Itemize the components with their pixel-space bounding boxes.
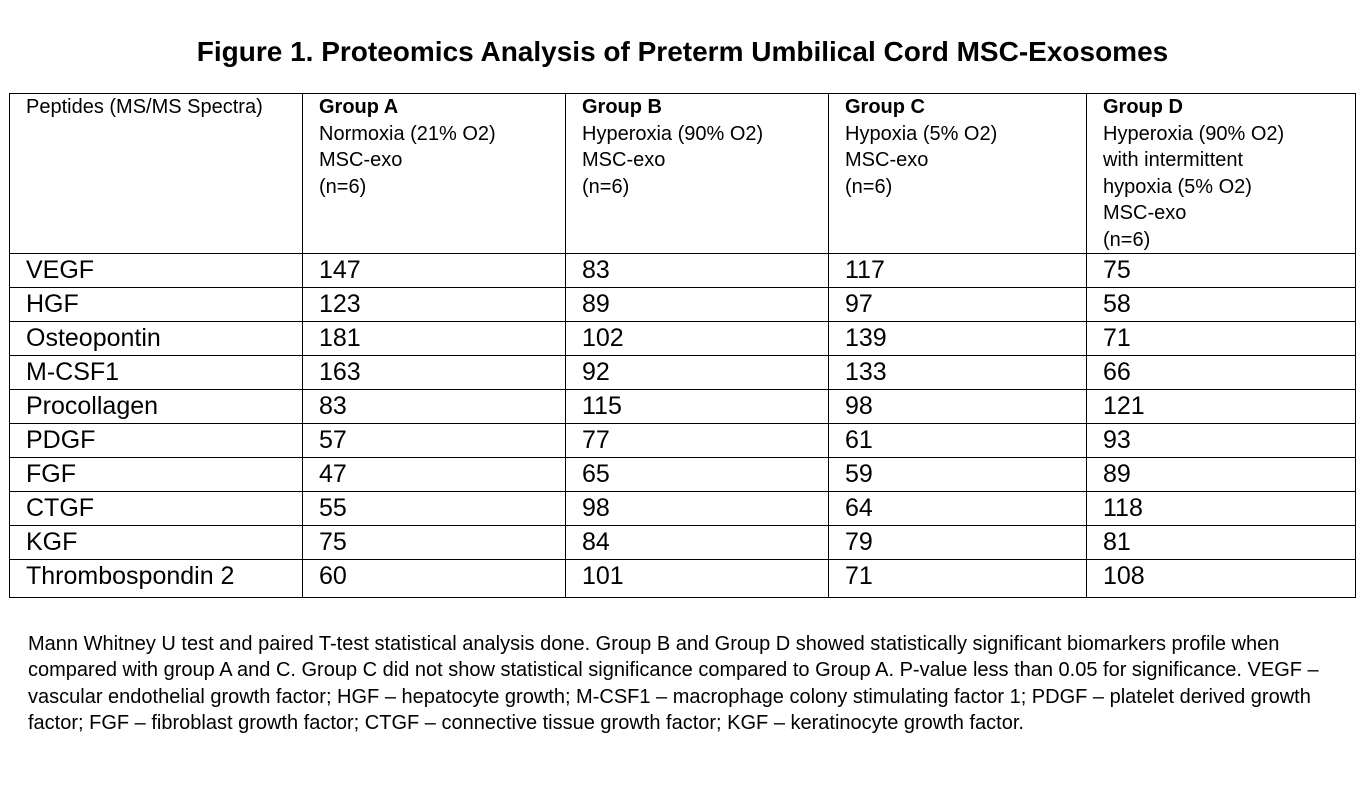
group-a-value: 57 — [302, 423, 566, 458]
group-b-value: 98 — [565, 491, 829, 526]
peptide-name: VEGF — [9, 253, 303, 288]
group-c-value: 61 — [828, 423, 1087, 458]
peptide-name: Thrombospondin 2 — [9, 559, 303, 598]
group-b-value: 92 — [565, 355, 829, 390]
group-b-condition: Hyperoxia (90% O2) — [582, 122, 764, 145]
table-row: CTGF 55 98 64 118 — [9, 491, 1356, 526]
group-d-n: (n=6) — [1103, 228, 1151, 251]
peptide-name: HGF — [9, 287, 303, 322]
peptide-name: CTGF — [9, 491, 303, 526]
group-c-condition: Hypoxia (5% O2) — [845, 122, 998, 145]
peptide-name: FGF — [9, 457, 303, 492]
figure-title: Figure 1. Proteomics Analysis of Preterm… — [196, 36, 1169, 67]
group-c-value: 133 — [828, 355, 1087, 390]
group-d-value: 66 — [1086, 355, 1356, 390]
table-row: Procollagen 83 115 98 121 — [9, 389, 1356, 424]
table-row: FGF 47 65 59 89 — [9, 457, 1356, 492]
group-d-value: 108 — [1086, 559, 1356, 598]
group-d-value: 93 — [1086, 423, 1356, 458]
group-c-value: 98 — [828, 389, 1087, 424]
group-a-n: (n=6) — [319, 175, 367, 198]
group-c-value: 139 — [828, 321, 1087, 356]
peptide-name: KGF — [9, 525, 303, 560]
peptide-name: M-CSF1 — [9, 355, 303, 390]
group-b-n: (n=6) — [582, 175, 630, 198]
group-a-value: 83 — [302, 389, 566, 424]
group-a-value: 60 — [302, 559, 566, 598]
group-d-condition: Hyperoxia (90% O2) — [1103, 122, 1285, 145]
group-b-value: 101 — [565, 559, 829, 598]
group-c-name: Group C — [845, 96, 925, 118]
group-a-value: 163 — [302, 355, 566, 390]
group-c-value: 59 — [828, 457, 1087, 492]
table-header-row: Peptides (MS/MS Spectra) Group A Normoxi… — [9, 93, 1356, 254]
group-c-value: 71 — [828, 559, 1087, 598]
group-b-header: Group B Hyperoxia (90% O2) MSC-exo (n=6) — [565, 93, 829, 254]
group-d-value: 121 — [1086, 389, 1356, 424]
group-b-sample: MSC-exo — [582, 149, 666, 171]
group-c-value: 117 — [828, 253, 1087, 288]
peptide-name: PDGF — [9, 423, 303, 458]
table-row: M-CSF1 163 92 133 66 — [9, 355, 1356, 390]
group-a-value: 75 — [302, 525, 566, 560]
group-c-header: Group C Hypoxia (5% O2) MSC-exo (n=6) — [828, 93, 1087, 254]
table-row: HGF 123 89 97 58 — [9, 287, 1356, 322]
table-row: VEGF 147 83 117 75 — [9, 253, 1356, 288]
group-a-value: 181 — [302, 321, 566, 356]
group-c-value: 97 — [828, 287, 1087, 322]
peptide-name: Procollagen — [9, 389, 303, 424]
group-a-name: Group A — [319, 96, 399, 118]
group-d-condition-2: with intermittent — [1103, 149, 1244, 171]
group-d-condition-3: hypoxia (5% O2) — [1103, 175, 1252, 198]
group-c-sample: MSC-exo — [845, 149, 929, 171]
table-row: Osteopontin 181 102 139 71 — [9, 321, 1356, 356]
group-b-value: 84 — [565, 525, 829, 560]
group-d-value: 81 — [1086, 525, 1356, 560]
group-a-value: 123 — [302, 287, 566, 322]
group-b-value: 115 — [565, 389, 829, 424]
group-d-value: 89 — [1086, 457, 1356, 492]
corner-header: Peptides (MS/MS Spectra) — [9, 93, 303, 254]
group-d-value: 75 — [1086, 253, 1356, 288]
group-a-sample: MSC-exo — [319, 149, 403, 171]
group-b-value: 77 — [565, 423, 829, 458]
group-d-name: Group D — [1103, 96, 1183, 118]
group-a-header: Group A Normoxia (21% O2) MSC-exo (n=6) — [302, 93, 566, 254]
group-b-value: 102 — [565, 321, 829, 356]
group-c-n: (n=6) — [845, 175, 893, 198]
peptide-name: Osteopontin — [9, 321, 303, 356]
group-a-value: 147 — [302, 253, 566, 288]
group-a-condition: Normoxia (21% O2) — [319, 122, 496, 145]
group-b-value: 89 — [565, 287, 829, 322]
group-c-value: 79 — [828, 525, 1087, 560]
proteomics-table: Peptides (MS/MS Spectra) Group A Normoxi… — [9, 93, 1356, 598]
figure-footnote: Mann Whitney U test and paired T-test st… — [28, 633, 1319, 734]
group-c-value: 64 — [828, 491, 1087, 526]
table-row: KGF 75 84 79 81 — [9, 525, 1356, 560]
group-d-value: 58 — [1086, 287, 1356, 322]
group-d-header: Group D Hyperoxia (90% O2) with intermit… — [1086, 93, 1356, 254]
group-a-value: 47 — [302, 457, 566, 492]
table-row: PDGF 57 77 61 93 — [9, 423, 1356, 458]
group-d-value: 118 — [1086, 491, 1356, 526]
group-a-value: 55 — [302, 491, 566, 526]
group-b-value: 83 — [565, 253, 829, 288]
group-b-value: 65 — [565, 457, 829, 492]
group-d-value: 71 — [1086, 321, 1356, 356]
group-d-sample: MSC-exo — [1103, 202, 1187, 224]
group-b-name: Group B — [582, 96, 662, 118]
table-row: Thrombospondin 2 60 101 71 108 — [9, 559, 1356, 598]
